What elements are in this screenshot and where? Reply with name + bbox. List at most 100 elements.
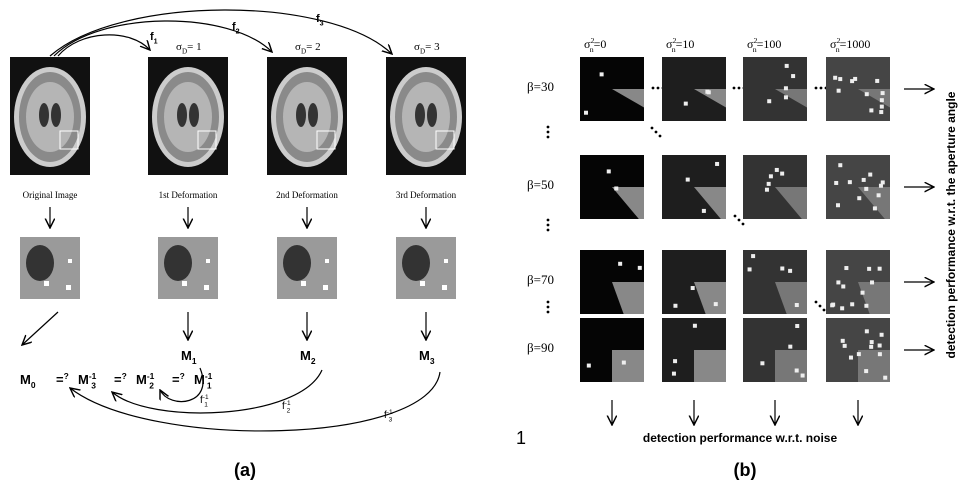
ventricle — [177, 103, 187, 127]
speck — [869, 345, 873, 349]
speck — [714, 302, 718, 306]
ventricle — [427, 103, 437, 127]
tile — [826, 155, 922, 236]
ventricle — [51, 103, 61, 127]
speck — [848, 180, 852, 184]
patch-mark — [204, 285, 209, 290]
speck — [870, 340, 874, 344]
model-sub: 3 — [430, 356, 435, 366]
patch-mark — [323, 285, 328, 290]
speck — [707, 90, 711, 94]
speck — [864, 369, 868, 373]
speck — [877, 193, 881, 197]
y-axis-label: detection performance w.r.t. the apertur… — [944, 91, 958, 358]
speck — [837, 89, 841, 93]
speck — [865, 92, 869, 96]
zoom-patch — [20, 237, 80, 299]
speck — [691, 286, 695, 290]
sigma-label: σD= 2 — [295, 41, 321, 55]
speck — [607, 169, 611, 173]
speck — [881, 180, 885, 184]
equation-term-sub: 2 — [149, 381, 154, 391]
speck — [880, 105, 884, 109]
x-axis-label: detection performance w.r.t. noise — [643, 431, 838, 445]
noise-label-value: =10 — [676, 37, 695, 51]
ventricle — [39, 103, 49, 127]
speck — [844, 266, 848, 270]
patch-mark — [325, 259, 329, 263]
speck — [788, 269, 792, 273]
model-base: M — [181, 348, 192, 363]
zoom-patch — [158, 237, 218, 299]
sigma-label-value: = 2 — [306, 41, 320, 53]
patch-blob — [402, 245, 430, 281]
speck — [684, 102, 688, 106]
speck — [795, 324, 799, 328]
ventricle — [189, 103, 199, 127]
speck — [836, 203, 840, 207]
speck — [791, 74, 795, 78]
inverse-map-sup: -1 — [285, 400, 291, 407]
patch-mark — [444, 259, 448, 263]
equation-term-sub: 1 — [207, 381, 212, 391]
speck — [767, 182, 771, 186]
speck — [850, 302, 854, 306]
speck — [879, 110, 883, 114]
speck — [875, 79, 879, 83]
equation-term: =? — [56, 371, 69, 387]
speck — [801, 374, 805, 378]
inverse-map-sub: 2 — [287, 408, 291, 415]
tile — [580, 155, 676, 236]
zoom-patch — [277, 237, 337, 299]
tile — [580, 318, 676, 414]
speck — [833, 76, 837, 80]
forward-map: f3 — [316, 13, 324, 27]
equation-term: =? — [114, 371, 127, 387]
speck — [838, 77, 842, 81]
speck — [881, 91, 885, 95]
patch-mark — [442, 285, 447, 290]
patch-blob — [283, 245, 311, 281]
equation-term-sup: -1 — [147, 371, 155, 381]
model-sub: 1 — [192, 356, 197, 366]
equation-term: M-12 — [136, 371, 155, 391]
speck — [693, 324, 697, 328]
speck — [870, 280, 874, 284]
model: M1 — [181, 348, 197, 366]
speck — [880, 98, 884, 102]
speck — [748, 267, 752, 271]
patch-mark — [44, 281, 49, 286]
speck — [760, 361, 764, 365]
sigma-label: σD= 1 — [176, 41, 202, 55]
equation-term-sup: ? — [122, 371, 127, 381]
patch-blob — [164, 245, 192, 281]
zoom-patch — [396, 237, 456, 299]
caption: (b) — [734, 460, 757, 480]
ventricle — [296, 103, 306, 127]
sigma-label-value: = 3 — [425, 41, 440, 53]
speck — [795, 369, 799, 373]
speck — [857, 196, 861, 200]
model-sub: 2 — [311, 356, 316, 366]
speck — [878, 352, 882, 356]
forward-map-sub: 3 — [320, 19, 324, 27]
brain-image — [148, 57, 228, 175]
forward-map-sub: 2 — [236, 27, 240, 35]
white-matter — [164, 82, 212, 152]
speck — [686, 178, 690, 182]
equation-term: M-13 — [78, 371, 97, 391]
equation-term-sup: -1 — [205, 371, 213, 381]
model-base: M — [419, 348, 430, 363]
speck — [673, 304, 677, 308]
equation-term-base: M — [20, 372, 31, 387]
speck — [841, 284, 845, 288]
equation-term: M0 — [20, 372, 36, 390]
inverse-map-sup: -1 — [203, 394, 209, 401]
brain-image — [10, 57, 90, 175]
patch-mark — [68, 259, 72, 263]
white-matter — [26, 82, 74, 152]
equation-term-sub: 0 — [31, 380, 36, 390]
speck — [868, 173, 872, 177]
noise-label-value: =0 — [594, 37, 607, 51]
